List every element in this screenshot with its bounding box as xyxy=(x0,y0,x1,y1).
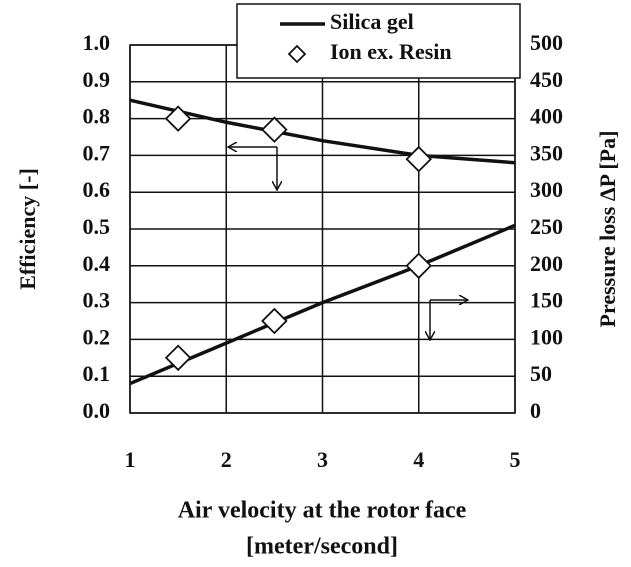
series-line xyxy=(129,98,516,165)
x-axis-label: Air velocity at the rotor face xyxy=(178,498,467,524)
y2-tick-label: 100 xyxy=(530,324,563,349)
y-tick-label: 0.1 xyxy=(83,361,111,386)
legend-marker xyxy=(287,44,307,64)
legend-box xyxy=(236,3,521,79)
legend: Silica gel Ion ex. Resin xyxy=(236,3,521,79)
y2-tick-label: 50 xyxy=(530,361,552,386)
diamond-marker xyxy=(261,307,288,335)
y-tick-label: 0.0 xyxy=(83,398,111,423)
y-tick-label: 0.3 xyxy=(83,288,111,313)
y2-tick-label: 500 xyxy=(530,30,563,55)
x-tick-label: 2 xyxy=(221,447,232,472)
diamond-marker xyxy=(164,105,192,132)
y2-tick-label: 200 xyxy=(530,251,563,276)
legend-label: Silica gel xyxy=(330,9,414,34)
y2-tick-label: 150 xyxy=(530,288,563,313)
diamond-marker xyxy=(164,344,192,372)
x-tick-label: 3 xyxy=(317,447,328,472)
y-tick-label: 1.0 xyxy=(83,30,111,55)
annotation-arrows xyxy=(228,147,468,340)
y-tick-label: 0.4 xyxy=(83,251,111,276)
series-line xyxy=(129,223,516,386)
x-axis-label: [meter/second] xyxy=(246,534,398,560)
diamond-marker xyxy=(261,116,288,143)
x-tick-label: 4 xyxy=(413,447,424,472)
y-axis-label: Efficiency [-] xyxy=(15,168,40,290)
y2-axis-label: Pressure loss ΔP [Pa] xyxy=(595,131,620,328)
y-tick-label: 0.8 xyxy=(83,104,111,129)
y2-tick-label: 250 xyxy=(530,214,563,239)
diamond-marker xyxy=(405,252,433,280)
y2-tick-label: 0 xyxy=(530,398,541,423)
y2-tick-label: 300 xyxy=(530,177,563,202)
y2-tick-label: 450 xyxy=(530,67,563,92)
y-tick-label: 0.2 xyxy=(83,324,111,349)
y2-tick-label: 350 xyxy=(530,140,563,165)
legend-label: Ion ex. Resin xyxy=(330,39,452,64)
y-tick-label: 0.6 xyxy=(83,177,111,202)
x-tick-label: 1 xyxy=(125,447,136,472)
diamond-marker xyxy=(405,145,433,173)
y2-tick-label: 400 xyxy=(530,104,563,129)
y-tick-label: 0.9 xyxy=(83,67,111,92)
plot-area: 0.0 0.1 0.2 0.3 0.4 0.5 0.6 0.7 0.8 0.9 1.0 0 50 100 1… xyxy=(83,3,563,472)
y-tick-label: 0.7 xyxy=(83,140,111,165)
y-tick-label: 0.5 xyxy=(83,214,111,239)
x-tick-label: 5 xyxy=(510,447,521,472)
